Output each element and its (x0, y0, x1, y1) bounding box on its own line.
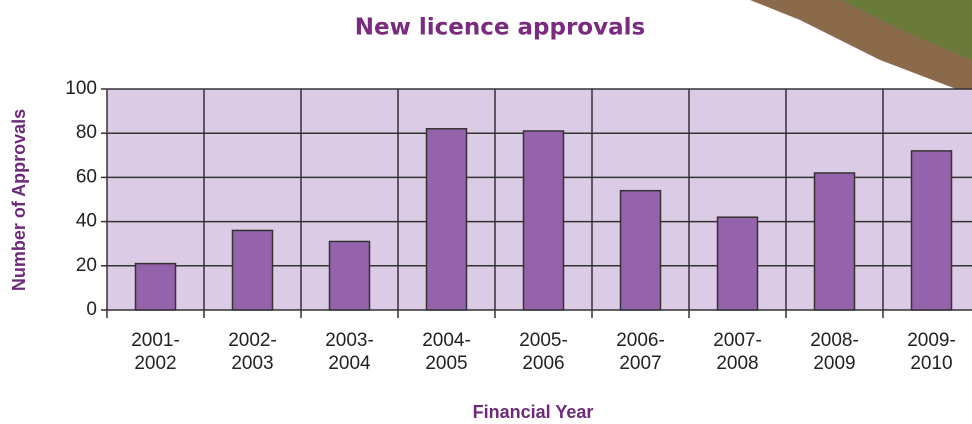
x-tick-label: 2005-2006 (519, 330, 568, 374)
decorative-photo (840, 0, 972, 60)
bar (910, 150, 953, 311)
y-tick-label: 20 (76, 255, 97, 276)
x-tick-label: 2007-2008 (713, 330, 762, 374)
x-tick-label: 2003-2004 (325, 330, 374, 374)
x-tick-label: 2001-2002 (131, 330, 180, 374)
bar (522, 130, 565, 311)
y-tick-label: 100 (65, 78, 97, 99)
bar (716, 216, 759, 311)
y-axis-label: Number of Approvals (9, 109, 29, 291)
bar (134, 262, 177, 311)
bar (813, 172, 856, 311)
y-tick-label: 60 (76, 166, 97, 187)
y-tick-label: 0 (86, 299, 97, 320)
bar (619, 189, 662, 311)
x-tick-label: 2006-2007 (616, 330, 665, 374)
x-tick-label: 2002-2003 (228, 330, 277, 374)
y-tick-label: 40 (76, 211, 97, 232)
bar (328, 240, 371, 311)
x-axis-label: Financial Year (473, 402, 594, 422)
x-tick-label: 2009-2010 (907, 330, 956, 374)
chart-title: New licence approvals (355, 15, 645, 41)
x-tick-label: 2008-2009 (810, 330, 859, 374)
bar (425, 128, 468, 311)
x-tick-label: 2004-2005 (422, 330, 471, 374)
y-tick-label: 80 (76, 122, 97, 143)
bar (231, 229, 274, 311)
